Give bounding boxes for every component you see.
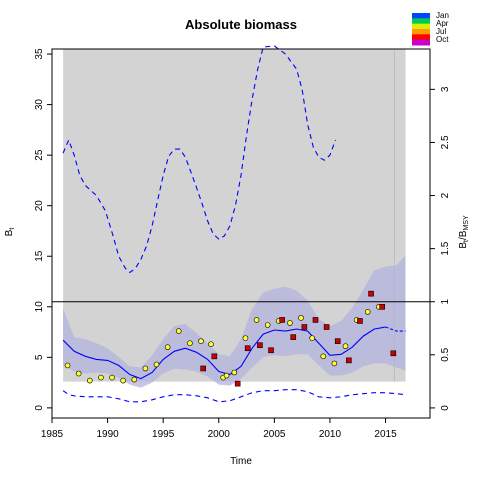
observation-point xyxy=(346,357,352,364)
observation-point xyxy=(379,303,385,310)
observation-point xyxy=(153,361,160,368)
observation-point xyxy=(120,377,126,384)
observation-point xyxy=(244,345,251,352)
observation-point xyxy=(264,322,271,328)
observation-point xyxy=(342,343,349,350)
y-axis-label-right: Bt/BMSY xyxy=(458,215,470,249)
y-axis-label-left: Bt xyxy=(4,228,16,237)
observation-point xyxy=(257,342,263,349)
y-tick-label: 30 xyxy=(34,99,45,111)
observation-point xyxy=(234,380,241,387)
legend-swatch xyxy=(412,39,430,46)
x-axis-label: Time xyxy=(230,456,252,467)
legend-swatch xyxy=(412,34,430,41)
prediction-lower-line xyxy=(62,389,406,403)
observation-point xyxy=(290,334,297,340)
y-right-den: /B xyxy=(458,230,469,240)
legend-label: Oct xyxy=(436,35,449,44)
legend-label: Jul xyxy=(436,27,446,36)
observation-point xyxy=(287,320,293,326)
y-right-sub: t xyxy=(463,240,470,242)
observation-point xyxy=(175,328,182,334)
y-right-tick-label: 3 xyxy=(440,86,451,92)
y-right-tick-label: 1.5 xyxy=(440,241,451,255)
biomass-estimate-line xyxy=(62,326,386,380)
y-tick-label: 5 xyxy=(34,354,45,360)
observation-point xyxy=(87,377,93,384)
y-tick-label: 10 xyxy=(34,301,45,313)
observation-point xyxy=(390,350,397,357)
confidence-band xyxy=(63,255,406,388)
legend-label: Apr xyxy=(436,19,449,28)
observation-point xyxy=(301,324,308,330)
observation-point xyxy=(164,344,171,351)
legend-swatch xyxy=(412,23,430,30)
y-left-main: B xyxy=(4,229,15,236)
observation-point xyxy=(187,340,193,346)
chart-title: Absolute biomass xyxy=(185,17,297,32)
observation-point xyxy=(268,347,274,354)
observation-point xyxy=(253,317,260,323)
y-tick-label: 15 xyxy=(34,250,45,262)
observation-point xyxy=(223,372,230,379)
observation-point xyxy=(357,318,363,324)
y-right-tick-label: 0 xyxy=(440,405,451,411)
legend-label: Jan xyxy=(436,11,449,20)
y-right-tick-label: 2.5 xyxy=(440,135,451,149)
y-right-tick-label: 2 xyxy=(440,192,451,198)
observation-point xyxy=(231,369,238,376)
legend-swatch xyxy=(412,13,430,19)
observation-point xyxy=(323,324,330,330)
observation-point xyxy=(334,338,341,344)
observation-point xyxy=(131,376,138,383)
x-tick-label: 2010 xyxy=(319,429,342,440)
observation-point xyxy=(312,317,319,323)
observation-point xyxy=(364,309,371,315)
observation-point xyxy=(298,315,304,321)
observation-point xyxy=(279,317,285,323)
observation-point xyxy=(98,374,104,381)
observation-point xyxy=(109,374,115,381)
observation-point xyxy=(242,335,249,341)
x-tick-label: 2005 xyxy=(263,429,286,440)
y-tick-label: 20 xyxy=(34,200,45,212)
svg-text:Bt/BMSY: Bt/BMSY xyxy=(458,215,470,249)
svg-text:Bt: Bt xyxy=(4,228,16,237)
y-right-main: B xyxy=(458,242,469,249)
x-tick-label: 2015 xyxy=(374,429,397,440)
y-left-sub: t xyxy=(9,228,16,230)
observation-point xyxy=(331,360,338,367)
observation-point xyxy=(64,362,71,369)
y-tick-label: 35 xyxy=(34,48,45,60)
observation-point xyxy=(142,365,149,372)
y-right-tick-label: 0.5 xyxy=(440,347,451,361)
legend-swatch xyxy=(412,18,430,25)
biomass-forecast-line xyxy=(385,326,406,332)
legend-swatch xyxy=(412,29,430,35)
observation-point xyxy=(320,353,327,360)
observation-point xyxy=(211,353,218,360)
plot-frame xyxy=(51,48,431,419)
observation-point xyxy=(309,335,315,341)
y-right-den-sub: MSY xyxy=(463,215,470,231)
x-tick-label: 1985 xyxy=(41,429,64,440)
x-tick-label: 2000 xyxy=(208,429,231,440)
observation-point xyxy=(198,338,204,344)
observation-point xyxy=(200,365,206,372)
y-tick-label: 25 xyxy=(34,149,45,161)
x-tick-label: 1990 xyxy=(96,429,119,440)
y-right-tick-label: 1 xyxy=(440,299,451,305)
prediction-upper-line xyxy=(62,45,337,274)
observation-point xyxy=(368,290,374,297)
observation-point xyxy=(75,370,82,377)
y-tick-label: 0 xyxy=(34,405,45,411)
x-tick-label: 1995 xyxy=(152,429,175,440)
observation-point xyxy=(208,341,214,348)
